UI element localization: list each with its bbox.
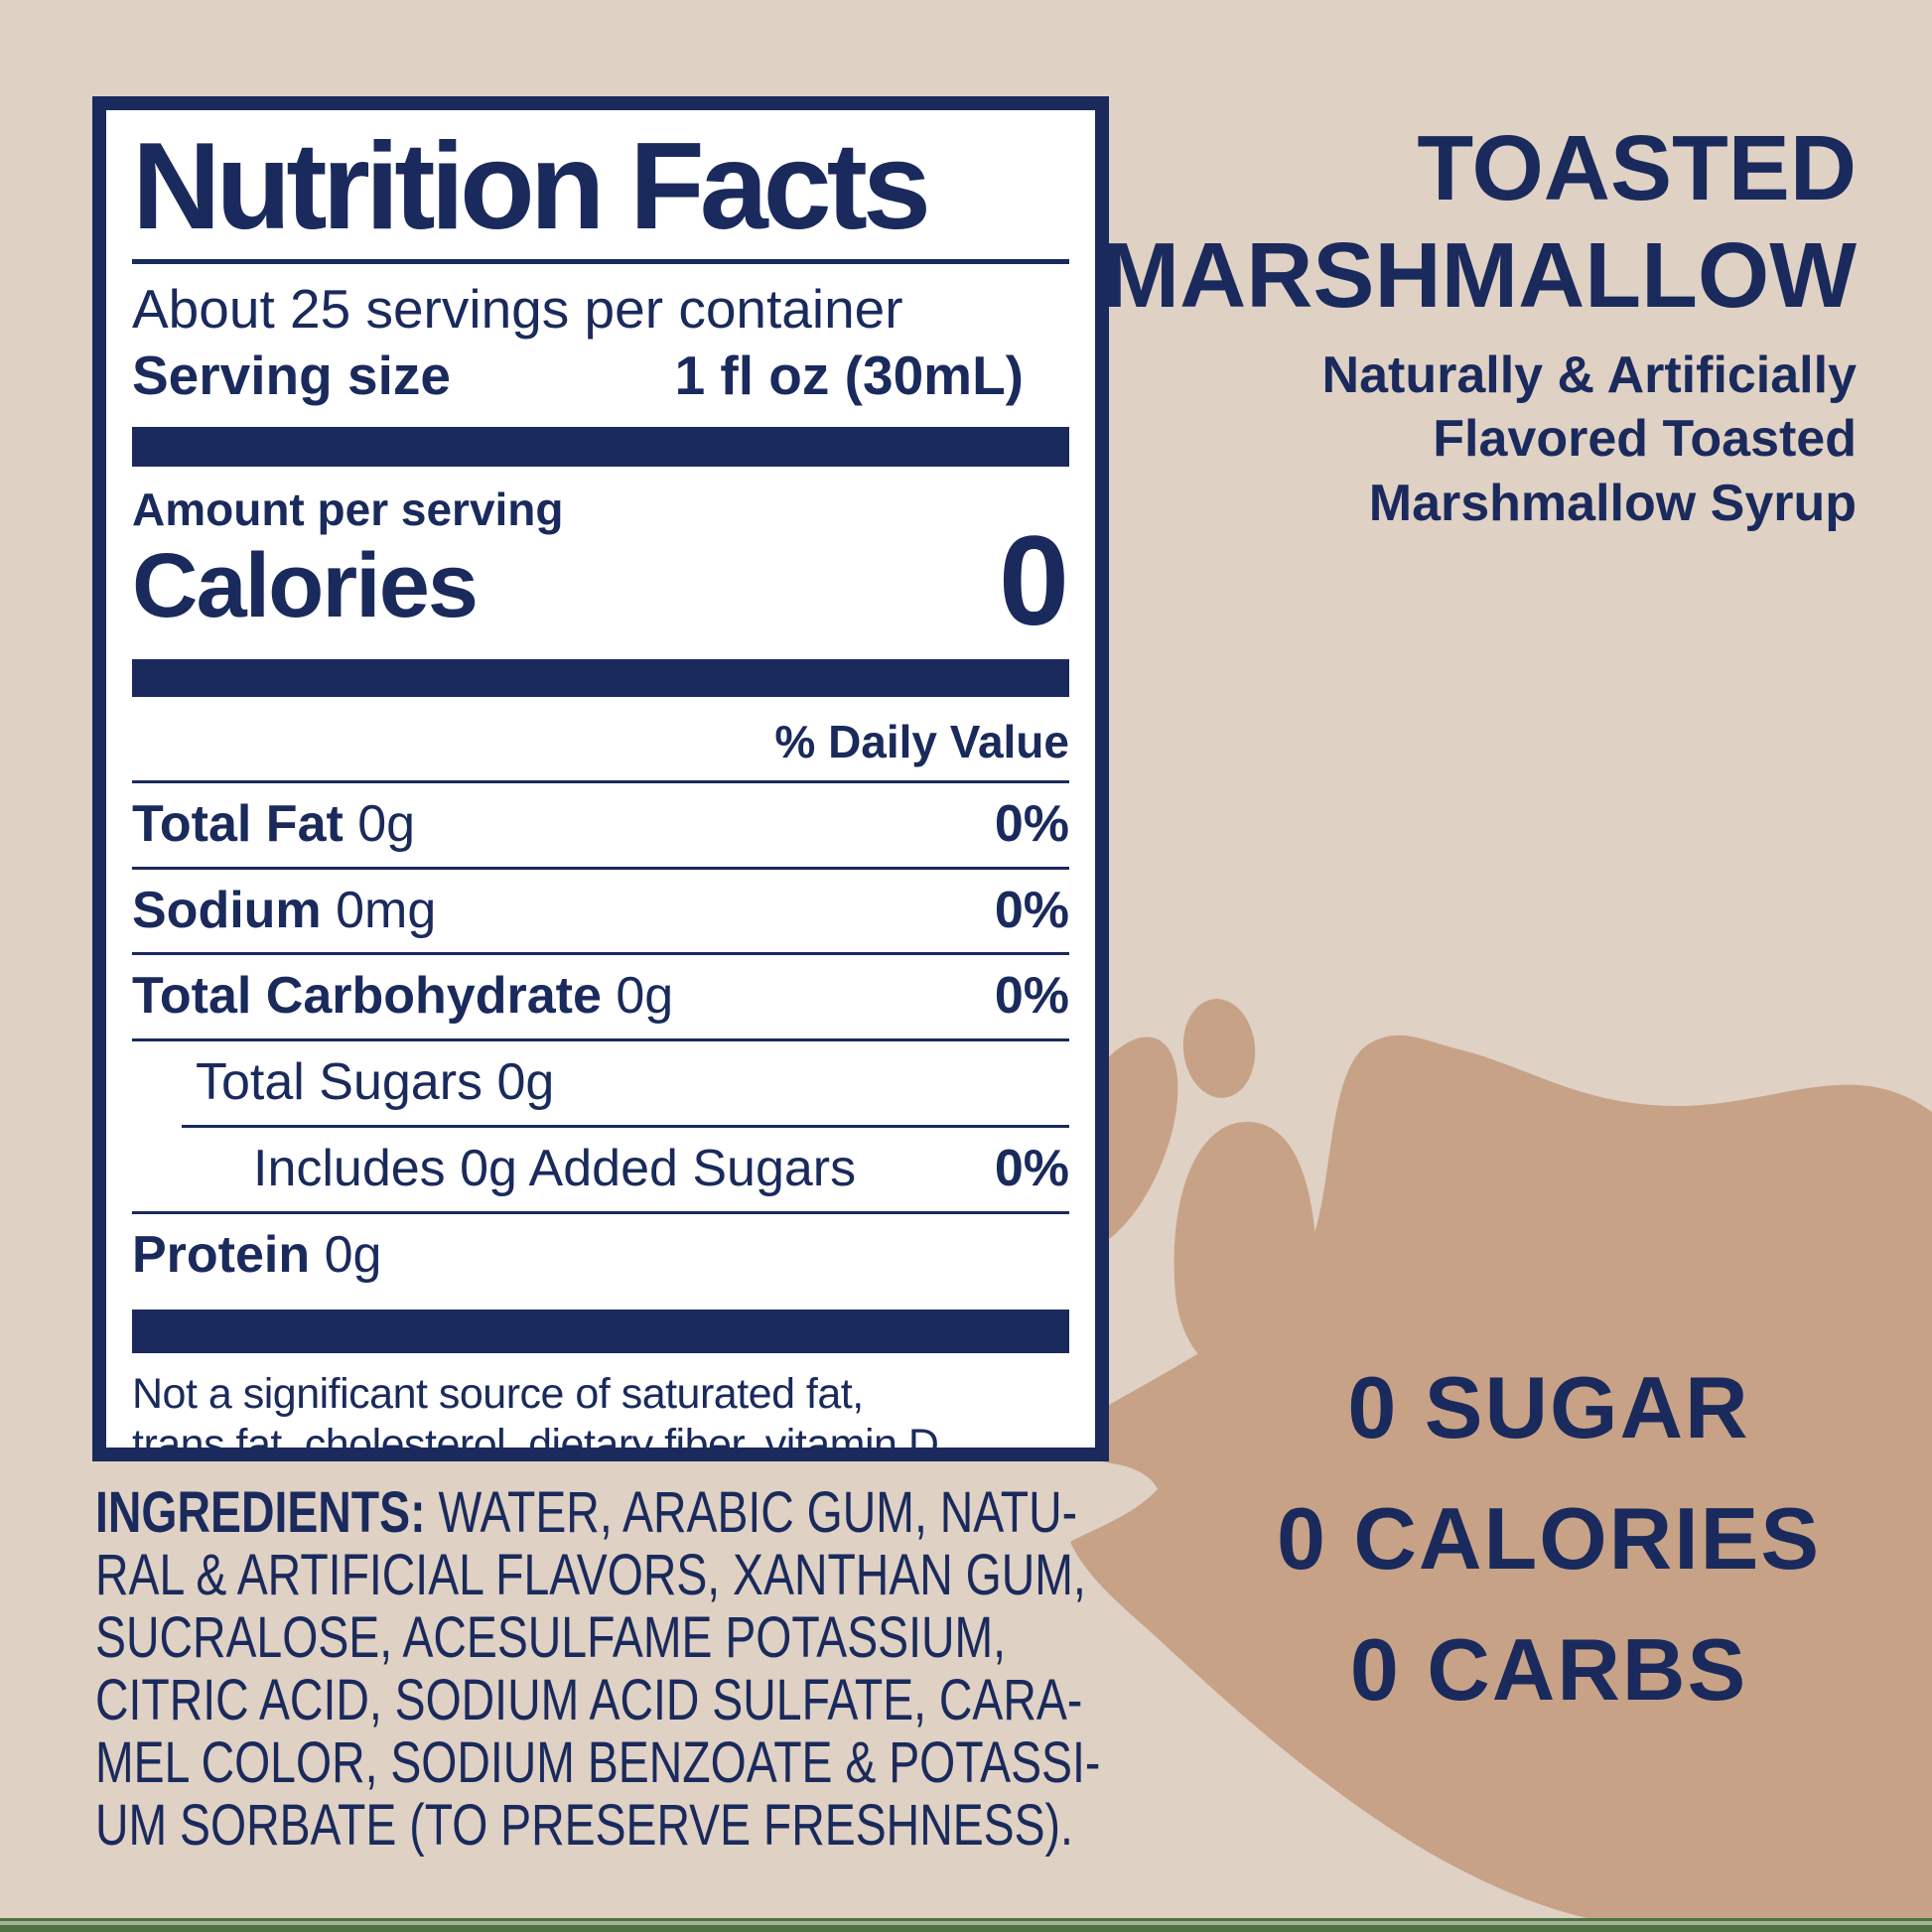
nutrient-daily-value: 0% [994, 1140, 1069, 1198]
ingredients-line: SUCRALOSE, ACESULFAME POTASSIUM, [95, 1605, 1007, 1670]
nutrient-label: Total Sugars 0g [196, 1053, 555, 1112]
thick-divider-bar [132, 658, 1069, 697]
nutrient-label: Includes 0g Added Sugars [253, 1140, 857, 1198]
claims-block: 0 SUGAR 0 CALORIES 0 CARBS [1181, 1342, 1916, 1735]
title-divider [132, 259, 1069, 265]
flavor-block: TOASTED MARSHMALLOW Naturally & Artifici… [1103, 115, 1857, 535]
claim-zero-calories: 0 CALORIES [1276, 1489, 1822, 1587]
nutrient-amount: 0g [357, 794, 416, 853]
calories-row: Calories 0 [132, 517, 1069, 644]
nutrient-row-sodium: Sodium 0mg 0% [132, 870, 1069, 953]
splash-droplet [1182, 999, 1256, 1098]
thick-divider-bar [132, 426, 1069, 467]
nutrient-label: Total Fat [132, 794, 344, 853]
flavor-title-line2: MARSHMALLOW [1102, 222, 1857, 327]
ingredients-line: CITRIC ACID, SODIUM ACID SULFATE, CARA- [95, 1668, 1083, 1732]
claim-zero-carbs: 0 CARBS [1349, 1620, 1748, 1719]
row-divider [132, 952, 1069, 956]
ingredients-line: UM SORBATE (TO PRESERVE FRESHNESS). [95, 1793, 1073, 1858]
claim-zero-sugar: 0 SUGAR [1347, 1358, 1750, 1456]
nutrient-daily-value: 0% [994, 881, 1069, 939]
calories-value: 0 [998, 509, 1069, 652]
splash-main-blob [1046, 1035, 1932, 1932]
footnote: Not a significant source of saturated fa… [132, 1369, 1069, 1461]
flavor-subtitle-line: Naturally & Artificially [1321, 345, 1857, 404]
calories-label: Calories [132, 534, 479, 636]
bottom-edge-stripe-dark [0, 1918, 1932, 1921]
nutrient-row-protein: Protein 0g [132, 1214, 1069, 1298]
ingredients-line: MEL COLOR, SODIUM BENZOATE & POTASSI- [95, 1730, 1101, 1795]
serving-size-label: Serving size [132, 345, 451, 407]
row-divider [132, 1038, 1069, 1042]
nutrient-daily-value: 0% [994, 794, 1069, 853]
ingredients-line: RAL & ARTIFICIAL FLAVORS, XANTHAN GUM, [95, 1543, 1086, 1607]
nutrition-facts-title: Nutrition Facts [132, 118, 931, 255]
footnote-line: trans fat, cholesterol, dietary fiber, v… [132, 1421, 950, 1461]
thick-divider-bar [132, 1309, 1069, 1353]
splash-hump [1173, 1121, 1317, 1374]
bottom-edge-stripe-light [0, 1921, 1932, 1925]
nutrient-amount: 0g [324, 1225, 382, 1284]
ingredients-heading: INGREDIENTS: [95, 1480, 426, 1545]
row-divider [132, 1210, 1069, 1214]
nutrient-label: Sodium [132, 881, 322, 939]
row-divider [132, 866, 1069, 870]
daily-value-header: % Daily Value [132, 697, 1069, 783]
nutrient-row-total-carbohydrate: Total Carbohydrate 0g 0% [132, 955, 1069, 1038]
footnote-line: Not a significant source of saturated fa… [132, 1369, 864, 1418]
nutrient-row-total-sugars: Total Sugars 0g [132, 1041, 1069, 1125]
nutrient-amount: 0g [616, 967, 674, 1026]
nutrient-daily-value: 0% [994, 967, 1069, 1026]
flavor-title-line1: TOASTED [1417, 116, 1857, 219]
flavor-subtitle-line: Flavored Toasted [1433, 410, 1857, 469]
amount-per-serving-label: Amount per serving [132, 483, 564, 535]
nutrient-amount: 0mg [336, 881, 437, 939]
serving-size-value: 1 fl oz (30mL) [674, 345, 1024, 407]
nutrient-label: Protein [132, 1225, 311, 1284]
serving-size-row: Serving size 1 fl oz (30mL) [132, 345, 1069, 407]
nutrient-row-total-fat: Total Fat 0g 0% [132, 783, 1069, 867]
nutrient-row-added-sugars: Includes 0g Added Sugars 0% [132, 1128, 1069, 1211]
flavor-subtitle-line: Marshmallow Syrup [1368, 474, 1857, 532]
row-divider-indented [182, 1125, 1069, 1129]
nutrient-label: Total Carbohydrate [132, 967, 602, 1026]
flavor-subtitle: Naturally & Artificially Flavored Toaste… [1103, 344, 1857, 535]
ingredients-line: INGREDIENTS: WATER, ARABIC GUM, NATU- [95, 1480, 1078, 1545]
bottom-edge-stripe-dark [0, 1925, 1932, 1932]
ingredients-list: INGREDIENTS: WATER, ARABIC GUM, NATU- RA… [95, 1481, 1386, 1857]
servings-per-container: About 25 servings per container [132, 278, 903, 341]
nutrition-facts-panel: Nutrition Facts About 25 servings per co… [92, 96, 1109, 1461]
